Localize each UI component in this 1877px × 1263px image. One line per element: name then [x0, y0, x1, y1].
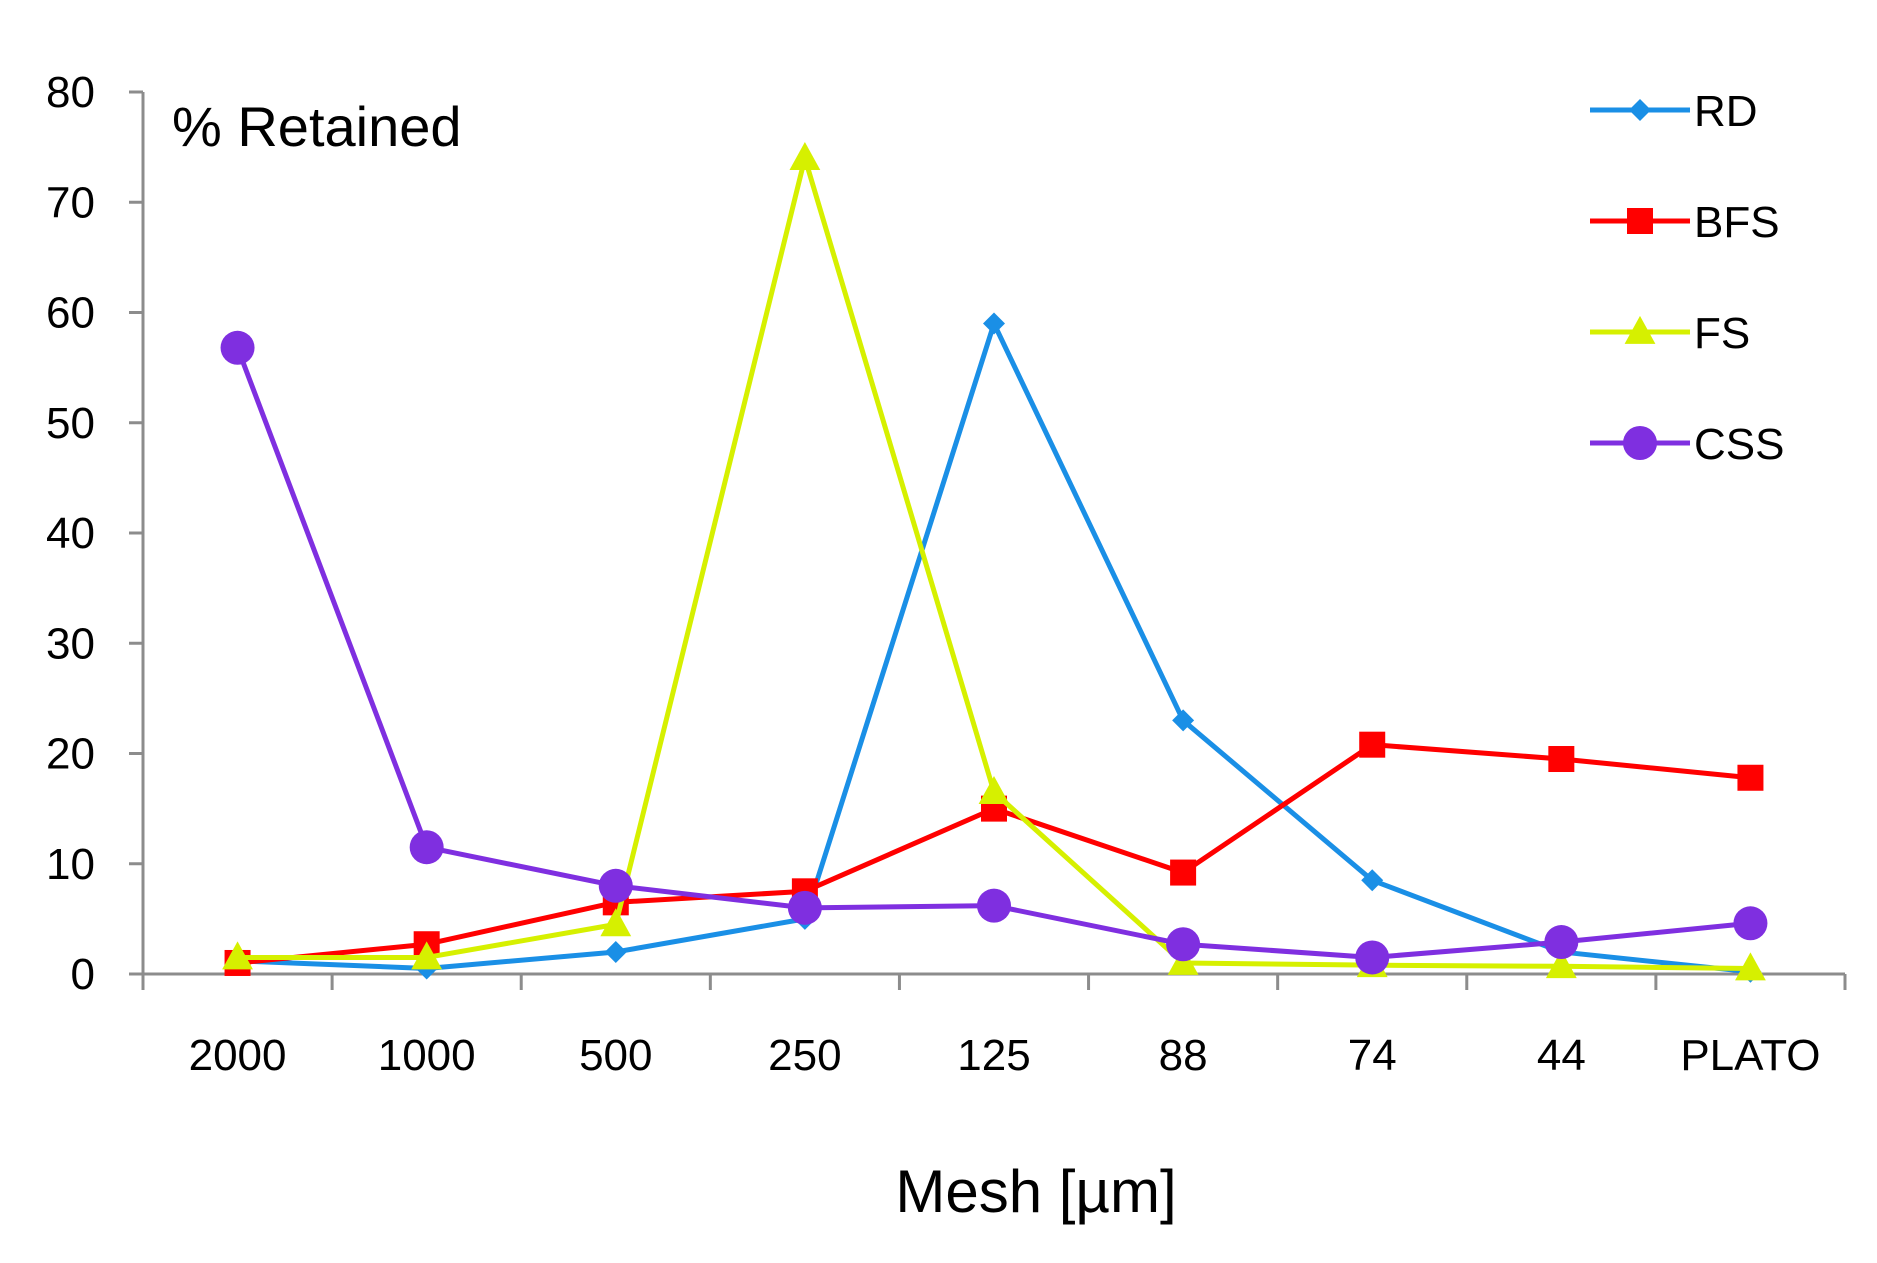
- series-rd: [226, 312, 1762, 983]
- series-line-fs: [237, 155, 1751, 971]
- data-point-rd: [983, 312, 1005, 335]
- data-point-fs: [789, 142, 821, 171]
- data-point-css: [409, 830, 444, 865]
- legend-item-rd: RD: [1590, 87, 1758, 136]
- legend-marker: [1627, 208, 1653, 234]
- x-tick-label: 44: [1537, 1031, 1586, 1080]
- legend-label: FS: [1694, 309, 1750, 358]
- legend-label: BFS: [1694, 198, 1780, 247]
- series-layer: [220, 142, 1768, 983]
- x-tick-label: 88: [1159, 1031, 1208, 1080]
- chart-axes: [141, 92, 1845, 976]
- legend-marker: [1624, 315, 1656, 344]
- y-axis-ticks: 0 10 20 30 40 50 60 70 80: [46, 68, 143, 999]
- data-point-css: [598, 868, 633, 903]
- y-tick-label: 20: [46, 730, 95, 779]
- y-tick-label: 60: [46, 289, 95, 338]
- x-tick-label: 500: [579, 1031, 652, 1080]
- data-point-bfs: [1737, 764, 1764, 791]
- legend-label: RD: [1694, 87, 1758, 136]
- data-point-bfs: [1170, 859, 1197, 886]
- data-point-css: [977, 888, 1011, 923]
- x-axis-ticks: 2000 1000 500 250 125 88 74 44 PLATO: [141, 974, 1847, 1080]
- data-point-rd: [1361, 869, 1384, 892]
- x-axis-label: Mesh [µm]: [895, 1158, 1176, 1225]
- legend-marker: [1629, 99, 1651, 121]
- data-point-fs: [1545, 950, 1577, 979]
- legend-label: CSS: [1694, 420, 1784, 469]
- y-tick-label: 50: [46, 399, 95, 448]
- data-point-fs: [600, 908, 632, 937]
- x-tick-label: PLATO: [1680, 1031, 1820, 1080]
- data-point-css: [1166, 927, 1201, 962]
- data-point-fs: [978, 775, 1010, 804]
- data-point-fs: [411, 941, 443, 970]
- x-tick-label: 250: [768, 1031, 841, 1080]
- legend-item-fs: FS: [1590, 309, 1750, 358]
- data-point-bfs: [1359, 731, 1386, 758]
- y-tick-label: 40: [46, 509, 95, 558]
- y-tick-label: 0: [71, 950, 95, 999]
- legend: RD BFS FS CSS: [1590, 87, 1784, 469]
- data-point-css: [787, 890, 822, 925]
- x-tick-label: 74: [1348, 1031, 1397, 1080]
- data-point-bfs: [1548, 746, 1575, 773]
- y-tick-label: 30: [46, 619, 95, 668]
- data-point-css: [220, 330, 255, 365]
- x-tick-label: 2000: [189, 1031, 287, 1080]
- legend-item-css: CSS: [1590, 420, 1784, 469]
- series-css: [220, 330, 1768, 975]
- series-line-css: [235, 346, 1751, 960]
- y-axis-label: % Retained: [172, 95, 462, 158]
- y-tick-label: 80: [46, 68, 95, 117]
- series-line-rd: [237, 321, 1751, 975]
- data-point-rd: [604, 940, 627, 963]
- data-point-fs: [222, 941, 253, 970]
- y-tick-label: 70: [46, 178, 95, 227]
- data-point-css: [1355, 940, 1390, 975]
- data-point-css: [1733, 906, 1768, 941]
- legend-item-bfs: BFS: [1590, 198, 1780, 247]
- data-point-css: [1544, 925, 1579, 960]
- legend-marker: [1623, 426, 1657, 460]
- y-tick-label: 10: [46, 840, 95, 889]
- x-tick-label: 1000: [378, 1031, 476, 1080]
- data-point-fs: [1735, 952, 1766, 981]
- x-tick-label: 125: [957, 1031, 1030, 1080]
- data-point-rd: [1172, 709, 1195, 732]
